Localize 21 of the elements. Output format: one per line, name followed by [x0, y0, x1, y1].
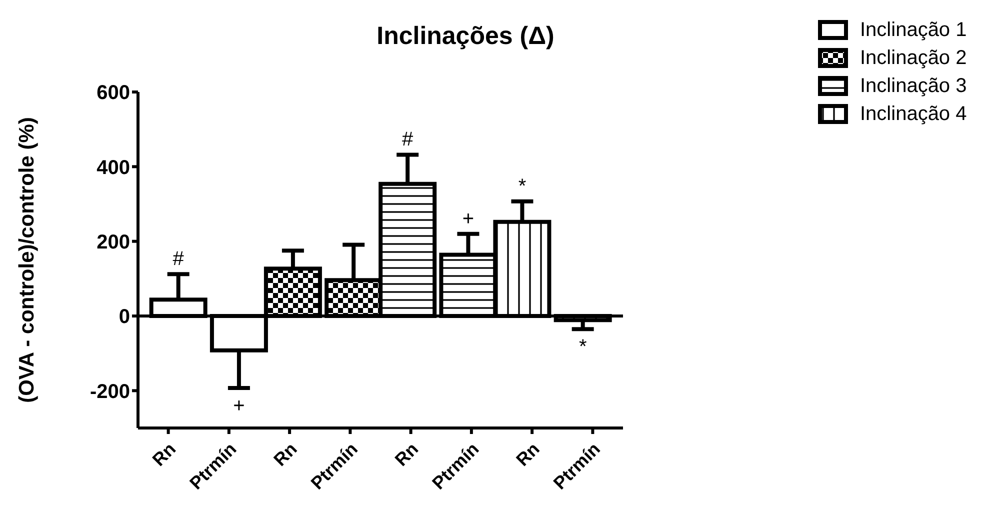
- data-label: +: [233, 395, 245, 418]
- legend-label: Inclinação 1: [860, 18, 967, 42]
- legend-label: Inclinação 3: [860, 74, 967, 98]
- data-label: #: [402, 128, 414, 151]
- chart-title: Inclinações (Δ): [376, 22, 556, 51]
- data-label: #: [172, 248, 185, 270]
- legend-label: Inclinação 2: [860, 46, 967, 70]
- y-tick-label: 400: [96, 156, 130, 179]
- data-label: +: [462, 208, 474, 230]
- legend-label: Inclinação 4: [860, 102, 967, 126]
- x-tick-label: Rn: [148, 438, 180, 470]
- y-tick-label: 0: [118, 306, 130, 328]
- data-label: *: [518, 175, 526, 198]
- x-tick-label: Rn: [270, 438, 301, 470]
- y-tick-label: 600: [96, 82, 130, 104]
- y-tick-label: 200: [96, 231, 130, 254]
- data-label: *: [578, 336, 587, 358]
- x-tick-label: Rn: [391, 438, 422, 470]
- y-axis-title: (OVA - controle)/controle (%): [15, 117, 38, 403]
- y-tick-label: -200: [90, 380, 130, 403]
- x-tick-label: Rn: [512, 438, 544, 470]
